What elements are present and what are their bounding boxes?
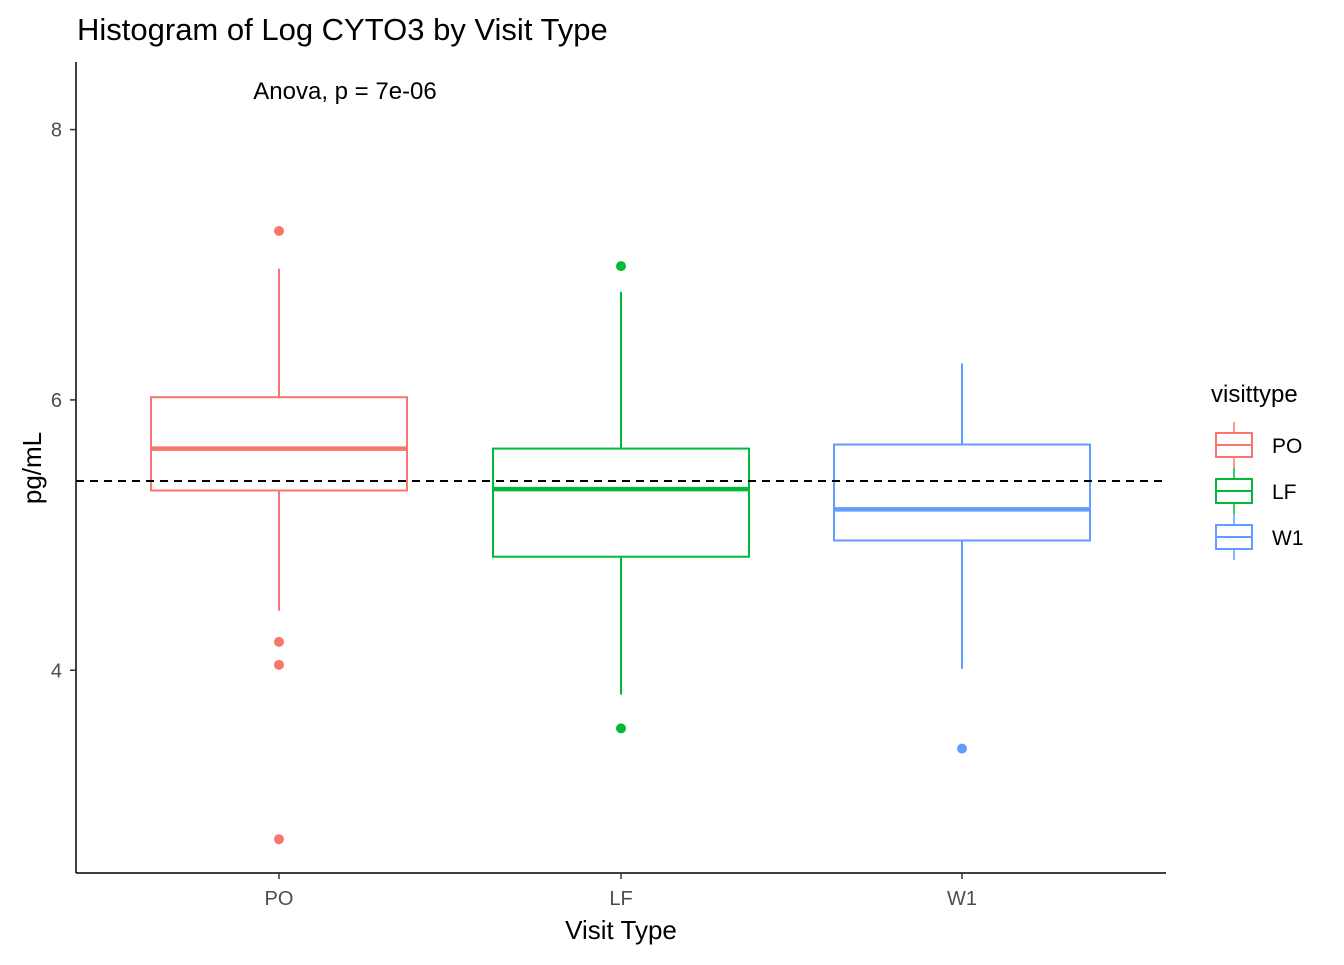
chart-marks: 4 6 8 PO LF W1 [51, 120, 1166, 910]
anova-annotation: Anova, p = 7e-06 [253, 78, 436, 105]
legend-label-W1: W1 [1272, 527, 1304, 550]
outlier-point-PO-4 [274, 834, 284, 845]
legend-label-PO: PO [1272, 435, 1302, 458]
boxplot-PO [150, 225, 408, 845]
outlier-point-W1-1 [957, 743, 967, 754]
chart-title: Histogram of Log CYTO3 by Visit Type [77, 12, 608, 47]
outlier-point-PO-3 [274, 659, 284, 670]
outlier-point-LF-2 [616, 723, 626, 734]
legend: visittype PO LF W1 [1211, 381, 1304, 560]
legend-item-W1: W1 [1215, 514, 1304, 560]
legend-title: visittype [1211, 381, 1298, 408]
boxplot-LF [492, 261, 750, 734]
x-tick-label-LF: LF [609, 888, 632, 910]
x-axis-title: Visit Type [565, 915, 677, 945]
y-axis-title: pg/mL [17, 432, 47, 504]
legend-label-LF: LF [1272, 481, 1297, 504]
y-tick-label-6: 6 [51, 390, 62, 412]
outlier-point-LF-1 [616, 261, 626, 272]
iqr-box-PO [150, 396, 408, 492]
legend-item-PO: PO [1215, 422, 1302, 468]
x-tick-label-W1: W1 [947, 888, 977, 910]
x-tick-label-PO: PO [265, 888, 294, 910]
outlier-point-PO-2 [274, 636, 284, 647]
y-tick-label-8: 8 [51, 120, 62, 142]
boxplot-W1 [833, 363, 1091, 754]
legend-item-LF: LF [1215, 468, 1297, 514]
iqr-box-W1 [833, 443, 1091, 542]
outlier-point-PO-1 [274, 225, 284, 236]
y-tick-label-4: 4 [51, 660, 62, 682]
iqr-box-LF [492, 447, 750, 558]
